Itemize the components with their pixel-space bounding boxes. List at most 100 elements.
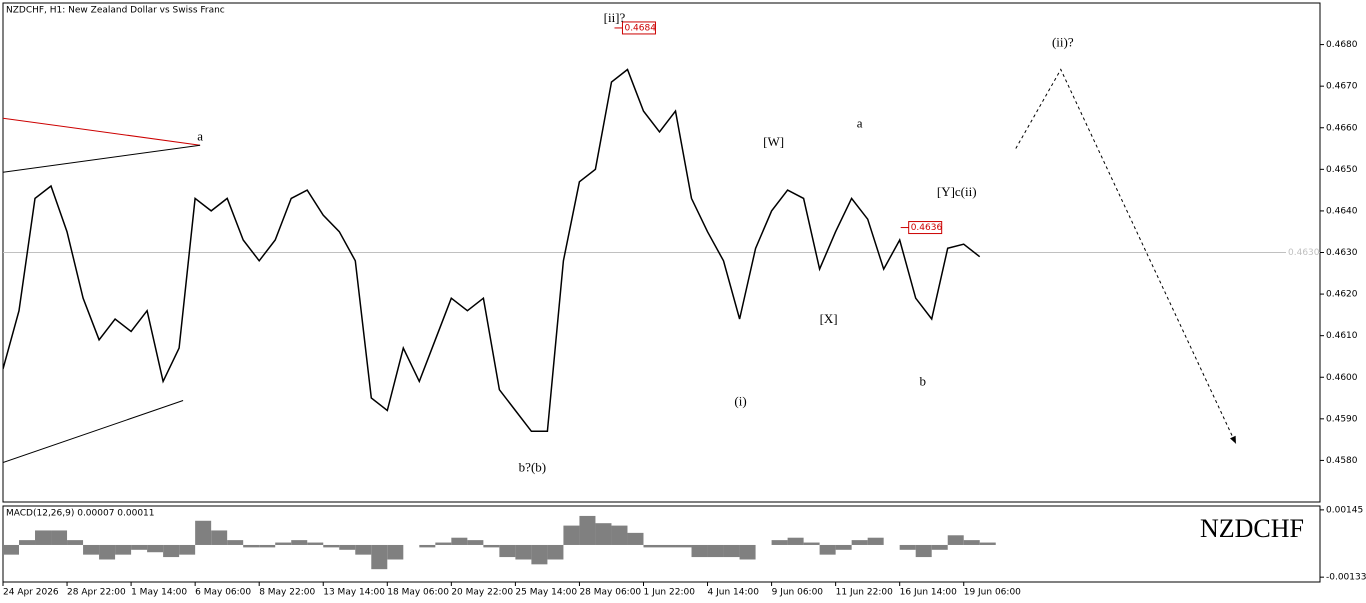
y-tick-label: 0.00145	[1326, 505, 1363, 515]
symbol-watermark: NZDCHF	[1200, 514, 1304, 543]
macd-bar	[643, 544, 660, 548]
macd-bar	[243, 544, 260, 548]
wave-label: a	[857, 115, 863, 130]
macd-bar	[227, 540, 244, 545]
macd-bar	[851, 540, 868, 545]
trend-line	[3, 144, 201, 173]
macd-bar	[355, 544, 372, 555]
macd-bar	[467, 540, 484, 545]
x-tick-label: 20 May 22:00	[451, 588, 513, 598]
macd-bar	[979, 542, 996, 545]
macd-title: MACD(12,26,9) 0.00007 0.00011	[6, 509, 155, 519]
macd-bar	[515, 544, 532, 560]
x-tick-label: 4 Jun 14:00	[708, 588, 760, 598]
trend-line	[3, 117, 201, 146]
macd-bar	[579, 515, 596, 545]
macd-bar	[179, 544, 196, 555]
macd-bar	[275, 542, 292, 545]
macd-bar	[307, 542, 324, 545]
current-price-box	[1286, 246, 1318, 259]
macd-panel	[2, 505, 1321, 583]
x-tick-label: 18 May 06:00	[387, 588, 449, 598]
y-tick-label: 0.4620	[1326, 290, 1358, 300]
chart-title: NZDCHF, H1: New Zealand Dollar vs Swiss …	[6, 6, 225, 16]
x-tick-label: 11 Jun 22:00	[836, 588, 893, 598]
macd-bar	[115, 544, 132, 555]
macd-bar	[627, 532, 644, 545]
arrow-head	[1229, 435, 1236, 444]
macd-bar	[67, 540, 84, 545]
x-tick-label: 19 Jun 06:00	[964, 588, 1021, 598]
macd-bar	[547, 544, 564, 560]
macd-bar	[835, 544, 852, 550]
x-tick-label: 24 Apr 2026	[3, 588, 59, 598]
macd-bar	[899, 544, 916, 550]
price-mark-box	[908, 221, 943, 235]
x-tick-label: 9 Jun 06:00	[772, 588, 824, 598]
macd-bar	[723, 544, 740, 558]
macd-bar	[371, 544, 388, 570]
macd-bar	[99, 544, 116, 560]
wave-label: b?(b)	[519, 459, 546, 474]
wave-label: b	[919, 374, 926, 389]
price-mark-label: 0.4684	[624, 23, 656, 33]
macd-bar	[483, 544, 500, 548]
macd-bar	[259, 544, 276, 548]
macd-bar	[195, 520, 212, 545]
macd-bar	[419, 544, 436, 548]
wave-label: [W]	[763, 134, 784, 149]
macd-bar	[867, 537, 884, 545]
macd-bar	[659, 544, 676, 548]
price-line	[3, 68, 981, 433]
y-tick-label: 0.4650	[1326, 165, 1358, 175]
y-tick-label: 0.4590	[1326, 414, 1358, 424]
wave-label: (i)	[734, 394, 746, 409]
macd-bar	[499, 544, 516, 558]
macd-bar	[771, 540, 788, 545]
y-tick-label: 0.4630	[1326, 248, 1358, 258]
y-tick-label: 0.4660	[1326, 123, 1358, 133]
wave-label: (ii)?	[1052, 35, 1074, 50]
macd-bar	[339, 544, 356, 550]
macd-bar	[947, 535, 964, 545]
macd-bar	[3, 544, 20, 555]
macd-bar	[531, 544, 548, 565]
macd-bar	[963, 540, 980, 545]
x-tick-label: 6 May 06:00	[195, 588, 251, 598]
y-tick-label: -0.00133	[1326, 573, 1366, 583]
y-tick-label: 0.4600	[1326, 373, 1358, 383]
macd-bar	[211, 530, 228, 545]
wave-label: a	[197, 128, 203, 143]
macd-bar	[675, 544, 692, 548]
y-tick-label: 0.4610	[1326, 331, 1358, 341]
trend-line	[3, 400, 184, 463]
x-tick-label: 16 Jun 14:00	[900, 588, 957, 598]
y-tick-label: 0.4670	[1326, 82, 1358, 92]
macd-bar	[19, 540, 36, 545]
macd-bar	[51, 530, 68, 545]
x-tick-label: 8 May 22:00	[259, 588, 315, 598]
x-tick-label: 28 May 06:00	[579, 588, 641, 598]
macd-bar	[707, 544, 724, 558]
macd-bar	[83, 544, 100, 555]
price-mark-label: 0.4636	[911, 223, 943, 233]
macd-bar	[739, 544, 756, 560]
wave-label: [X]	[820, 311, 838, 326]
wave-label: [ii]?	[604, 10, 626, 25]
x-tick-label: 1 Jun 22:00	[643, 588, 695, 598]
macd-bar	[915, 544, 932, 558]
macd-bar	[595, 523, 612, 545]
macd-bar	[931, 544, 948, 550]
y-tick-label: 0.4640	[1326, 206, 1358, 216]
price-mark-box	[621, 21, 656, 35]
macd-bar	[819, 544, 836, 555]
y-tick-label: 0.4580	[1326, 456, 1358, 466]
macd-bar	[563, 525, 580, 545]
wave-label: [Y]c(ii)	[937, 184, 977, 199]
macd-bar	[163, 544, 180, 558]
macd-bar	[803, 542, 820, 545]
macd-bar	[691, 544, 708, 558]
x-tick-label: 1 May 14:00	[131, 588, 187, 598]
y-tick-label: 0.4680	[1326, 40, 1358, 50]
